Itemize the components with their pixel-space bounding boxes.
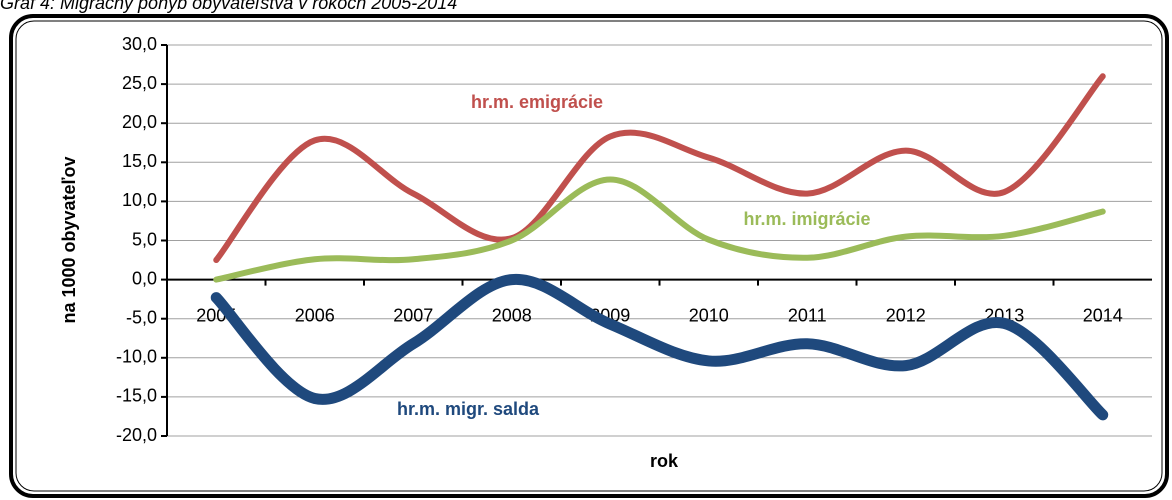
series-label: hr.m. migr. salda: [397, 399, 540, 419]
y-tick-label: -20,0: [116, 425, 157, 445]
y-tick-label: 0,0: [132, 268, 157, 288]
series-line: [213, 73, 1106, 264]
y-tick-label: -15,0: [116, 386, 157, 406]
series-line: [210, 274, 1109, 421]
x-tick-label: 2014: [1083, 305, 1123, 325]
y-tick-label: 20,0: [122, 112, 157, 132]
x-tick-label: 2011: [788, 305, 827, 325]
x-axis-label: rok: [650, 451, 679, 471]
x-tick-label: 2012: [886, 305, 926, 325]
y-tick-label: -5,0: [126, 307, 157, 327]
y-tick-label: 30,0: [122, 34, 157, 54]
series-label: hr.m. emigrácie: [471, 92, 603, 112]
y-axis-label: na 1000 obyvateľov: [59, 156, 79, 323]
y-tick-label: -10,0: [116, 347, 157, 367]
y-tick-label: 5,0: [132, 229, 157, 249]
x-tick-label: 2008: [492, 305, 532, 325]
chart-title: Graf 4: Migračný pohyb obyvateľstva v ro…: [0, 0, 457, 13]
series-label: hr.m. imigrácie: [743, 209, 870, 229]
y-tick-label: 25,0: [122, 73, 157, 93]
chart-frame-inner: [15, 20, 1163, 492]
chart-frame: [9, 14, 1169, 498]
x-tick-label: 2010: [689, 305, 729, 325]
series-line: [213, 176, 1106, 283]
x-tick-label: 2006: [295, 305, 335, 325]
y-tick-label: 10,0: [122, 190, 157, 210]
x-tick-label: 2007: [393, 305, 433, 325]
y-tick-label: 15,0: [122, 151, 157, 171]
